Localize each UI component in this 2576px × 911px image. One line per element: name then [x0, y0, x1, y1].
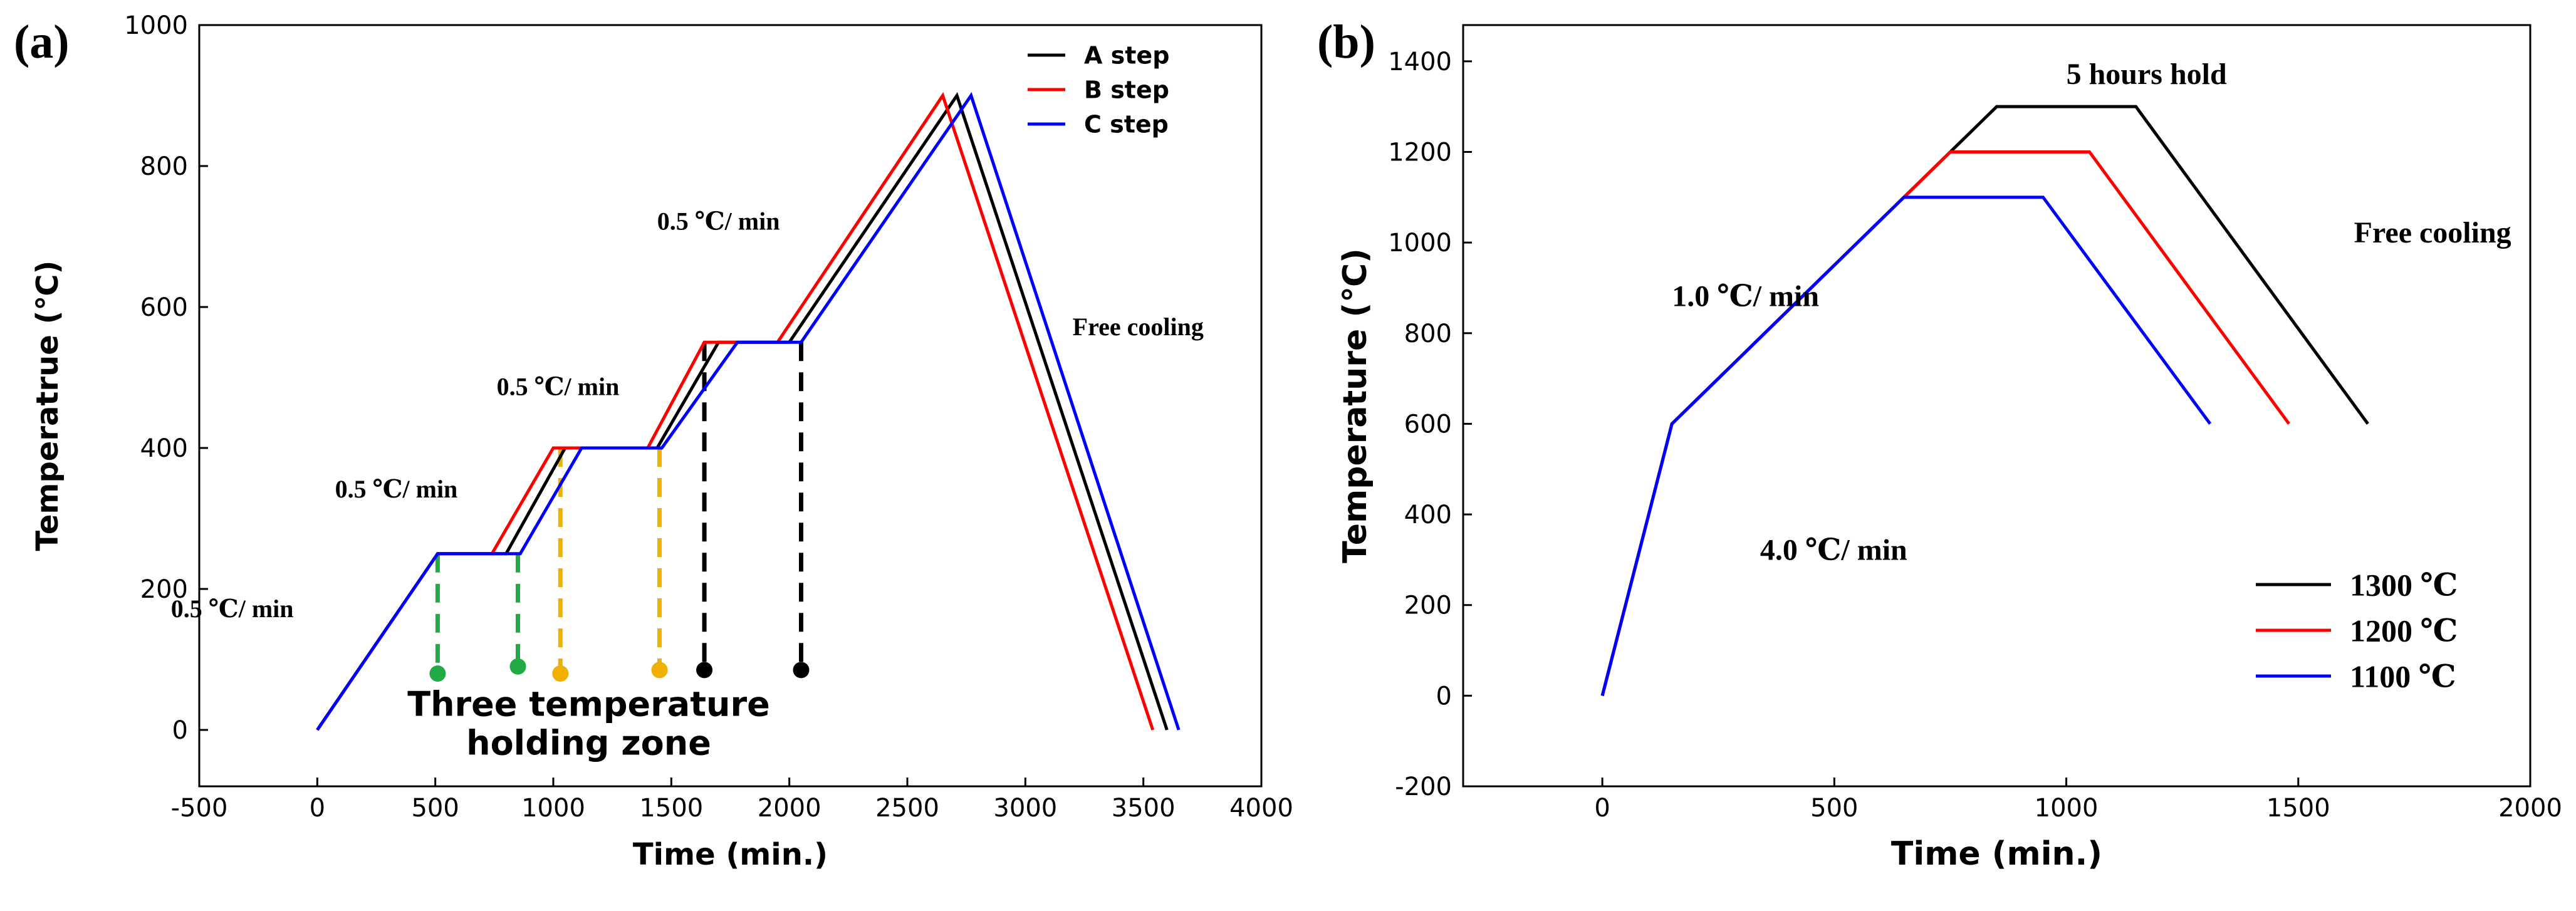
y-tick-label: 1000 [124, 11, 188, 40]
x-tick-label: 0 [310, 794, 325, 823]
panel-a-chart: -500 0 500 1000 1500 2000 2500 3000 3500 4000 0 200… [14, 11, 1293, 872]
annotation-text: 0.5 ℃/ min [497, 373, 620, 401]
x-tick-label: 500 [411, 794, 459, 823]
holding-marker-dot [429, 665, 446, 682]
legend-label-1: 1300 ℃ [2350, 568, 2458, 603]
panel-label: (a) [14, 16, 70, 68]
holding-marker-dot [651, 662, 668, 679]
x-tick-label: 4000 [1229, 794, 1293, 823]
y-tick-label: 400 [1404, 501, 1452, 529]
x-tick-label: 1500 [2266, 794, 2330, 823]
y-axis-title: Temperatrue (℃) [30, 261, 65, 551]
legend-label-2: B step [1084, 76, 1169, 103]
x-tick-label: -500 [171, 794, 228, 823]
annotation-text: 0.5 ℃/ min [657, 207, 780, 235]
x-tick-label: 3500 [1112, 794, 1176, 823]
x-axis-title: Time (min.) [1891, 835, 2102, 873]
y-tick-label: 800 [140, 152, 188, 181]
y-tick-label: 600 [140, 293, 188, 322]
plot-frame [1462, 24, 2532, 788]
x-tick-label: 500 [1810, 794, 1858, 823]
x-tick-label: 2000 [758, 794, 821, 823]
series-line-2 [1600, 150, 2290, 696]
y-tick-label: 200 [140, 575, 188, 604]
series-line-3 [316, 91, 1181, 731]
y-tick-label: 800 [1404, 320, 1452, 348]
holding-marker-dot [696, 662, 713, 679]
x-axis-title: Time (min.) [633, 837, 828, 872]
legend-label-3: 1100 ℃ [2350, 659, 2456, 694]
legend-label-3: C step [1084, 110, 1169, 138]
y-axis-title: Temperature (℃) [1337, 248, 1374, 563]
annotation-text: 4.0 ℃/ min [1760, 533, 1907, 566]
y-tick-label: 600 [1404, 410, 1452, 439]
annotation-text: 0.5 ℃/ min [171, 595, 294, 623]
y-tick-label: 1000 [1388, 229, 1452, 258]
x-tick-label: 1000 [2035, 794, 2099, 823]
plot-frame [198, 24, 1263, 788]
y-tick-label: 0 [172, 716, 188, 745]
legend-label-2: 1200 ℃ [2350, 613, 2458, 648]
zone-label-line2: holding zone [466, 723, 711, 763]
panel-b-chart: 0 500 1000 1500 2000 -200 0 200 400 600 800 1000 120… [1317, 16, 2562, 873]
x-tick-label: 1000 [521, 794, 585, 823]
series-line-2 [316, 91, 1155, 731]
annotation-text: 5 hours hold [2067, 58, 2227, 91]
y-tick-label: 400 [140, 434, 188, 463]
annotation-text: 1.0 ℃/ min [1672, 279, 1819, 313]
series-line-1 [1600, 105, 2369, 696]
y-tick-label: 1400 [1388, 48, 1452, 76]
y-tick-label: 1200 [1388, 138, 1452, 167]
panel-label: (b) [1317, 16, 1375, 68]
zone-label-line1: Three temperature [407, 685, 770, 724]
y-tick-label: -200 [1395, 773, 1452, 801]
y-tick-label: 200 [1404, 591, 1452, 620]
holding-marker-dot [509, 658, 526, 675]
holding-marker-dot [793, 662, 810, 679]
x-tick-label: 2000 [2498, 794, 2562, 823]
holding-marker-dot [552, 665, 569, 682]
x-tick-label: 1500 [639, 794, 703, 823]
y-tick-label: 0 [1436, 682, 1452, 711]
annotation-text: Free cooling [1073, 313, 1204, 341]
legend-label-1: A step [1084, 41, 1169, 69]
x-tick-label: 0 [1594, 794, 1610, 823]
series-line-3 [1600, 195, 2212, 696]
series-line-1 [316, 91, 1169, 731]
annotation-text: 0.5 ℃/ min [335, 475, 458, 503]
x-tick-label: 2500 [875, 794, 939, 823]
x-tick-label: 3000 [993, 794, 1057, 823]
annotation-text: Free cooling [2354, 216, 2511, 249]
